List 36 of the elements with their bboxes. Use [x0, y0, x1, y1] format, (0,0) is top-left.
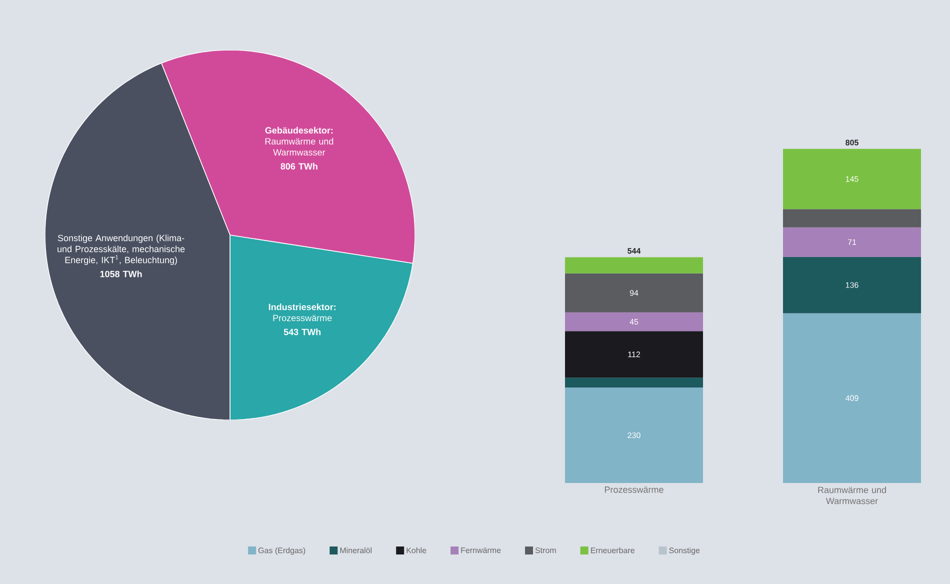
total-label: 544 — [628, 248, 641, 254]
data-label: 45 — [630, 318, 638, 325]
data-label: 71 — [848, 239, 856, 245]
bar — [783, 227, 922, 257]
legend-label: Gas (Erdgas) — [258, 547, 306, 555]
data-label: 94 — [630, 290, 638, 296]
slice-label: Sonstige Anwendungen (Klima- und Prozesskälte, mechanische Energie, IKT$^{1}$, Beleuchtung) — [58, 234, 185, 265]
data-label: 543 TWh — [284, 328, 321, 336]
legend-label: Kohle — [406, 547, 426, 554]
bar — [565, 273, 704, 312]
bar — [783, 148, 922, 210]
x-tick-label: Prozesswärme — [604, 486, 664, 493]
slice-label: Gebäudesektor: Raumwärme und Warmwasser — [265, 126, 334, 156]
data-label: 112 — [628, 352, 640, 358]
bar — [565, 388, 704, 483]
slice-label: Industriesektor: Prozesswärme — [268, 304, 336, 322]
legend-label: Erneuerbare — [590, 547, 634, 554]
data-label: 230 — [628, 432, 640, 438]
legend-label: Strom — [535, 547, 556, 554]
legend-label: Fernwärme — [461, 547, 501, 554]
bar — [565, 312, 704, 332]
total-label: 805 — [846, 140, 858, 146]
data-label: 136 — [846, 282, 858, 288]
bar — [565, 257, 704, 274]
bar — [783, 313, 922, 483]
data-label: 806 TWh — [280, 162, 318, 170]
bar — [565, 331, 704, 378]
bar — [783, 256, 922, 314]
data-label: 409 — [846, 395, 858, 401]
legend-label: Mineralöl — [340, 547, 372, 554]
data-label: 1058 TWh — [100, 270, 142, 278]
bar — [783, 209, 922, 228]
data-label: 145 — [846, 176, 858, 182]
bar — [565, 378, 704, 388]
x-tick-label: Raumwärme und Warmwasser — [818, 486, 886, 504]
legend-label: Sonstige — [669, 547, 700, 555]
